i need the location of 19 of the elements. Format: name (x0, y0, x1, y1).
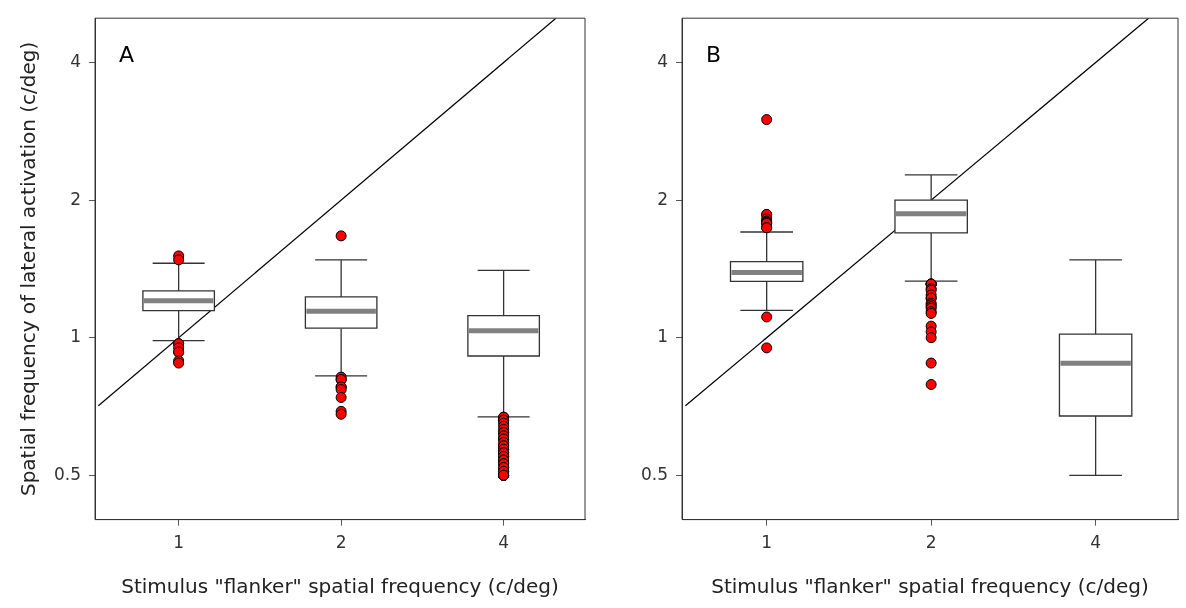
x-axis-title: Stimulus "flanker" spatial frequency (c/deg) (121, 574, 559, 599)
x-axis-title: Stimulus "flanker" spatial frequency (c/deg) (711, 574, 1149, 599)
x-tick-label: 2 (925, 532, 937, 553)
y-tick-label: 1 (657, 326, 669, 347)
y-axis-title: Spatial frequency of lateral activation (c/deg) (16, 41, 41, 497)
x-tick-label: 2 (335, 532, 347, 553)
text: B (706, 41, 722, 67)
y-tick-label: 0.5 (53, 463, 82, 484)
y-tick-label: 4 (657, 50, 669, 71)
x-tick-label: 4 (498, 532, 510, 553)
y-tick-label: 4 (70, 50, 82, 71)
y-tick-label: 1 (70, 326, 82, 347)
text: A (119, 41, 135, 67)
x-tick-label: 1 (761, 532, 773, 553)
x-tick-label: 4 (1090, 532, 1102, 553)
y-tick-label: 2 (657, 188, 669, 209)
y-tick-label: 0.5 (640, 463, 669, 484)
x-tick-label: 1 (173, 532, 185, 553)
y-tick-label: 2 (70, 188, 82, 209)
